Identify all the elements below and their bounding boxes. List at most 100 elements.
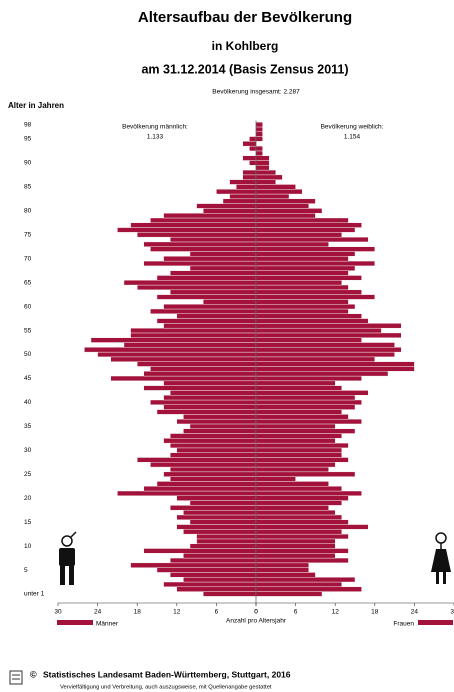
- bar: [255, 232, 343, 238]
- bar: [110, 375, 257, 382]
- y-tick-label: 60: [24, 303, 32, 310]
- x-tick-label: 24: [411, 609, 419, 616]
- bar: [255, 150, 263, 156]
- bar: [183, 553, 257, 559]
- footer-note: Vervielfältigung und Verbreitung, auch a…: [60, 685, 272, 691]
- bar: [202, 208, 257, 214]
- bar: [156, 294, 257, 300]
- y-tick-label: 90: [24, 160, 32, 167]
- bar: [255, 299, 349, 305]
- bar: [189, 423, 257, 429]
- bar: [242, 174, 257, 180]
- bar: [255, 562, 309, 568]
- bar: [136, 284, 257, 291]
- bar: [90, 337, 257, 343]
- bar: [255, 337, 362, 343]
- footer-logo: [9, 670, 23, 685]
- y-axis-label: Alter in Jahren: [8, 101, 64, 110]
- bar: [183, 509, 257, 516]
- legend-swatch: [418, 620, 453, 625]
- legend-label: Frauen: [393, 621, 414, 628]
- bar: [163, 471, 257, 477]
- bar: [255, 155, 270, 161]
- legend-swatch: [57, 620, 93, 625]
- bar: [255, 586, 362, 592]
- bar: [255, 495, 349, 501]
- x-tick-label: 18: [134, 609, 142, 616]
- y-tick-label: 45: [24, 375, 32, 382]
- bar: [255, 270, 349, 276]
- bar: [255, 342, 395, 348]
- bar: [255, 509, 336, 516]
- bar: [169, 452, 257, 458]
- y-tick-label: 50: [24, 351, 32, 358]
- bar: [163, 256, 257, 262]
- bar: [163, 380, 257, 386]
- bar: [84, 347, 257, 353]
- bar: [169, 572, 257, 578]
- bar: [163, 323, 257, 329]
- bar: [255, 294, 376, 300]
- bar: [143, 241, 257, 247]
- bar: [189, 500, 257, 506]
- bar: [169, 466, 257, 473]
- bar: [143, 486, 257, 492]
- y-tick-label: 20: [24, 495, 32, 502]
- male-icon: [59, 531, 77, 585]
- x-tick-label: 12: [173, 609, 181, 616]
- y-tick-label: 98: [24, 121, 32, 128]
- bar: [255, 533, 349, 540]
- bar: [255, 577, 356, 583]
- bar: [255, 313, 362, 319]
- y-tick-label: 70: [24, 255, 32, 262]
- bar: [130, 562, 257, 568]
- bar: [189, 543, 257, 549]
- bar: [110, 356, 257, 362]
- y-tick-label: 30: [24, 447, 32, 454]
- bar: [249, 136, 257, 142]
- bar: [117, 490, 257, 497]
- bar: [163, 395, 257, 401]
- bar: [255, 131, 263, 137]
- bar: [255, 414, 349, 420]
- bar: [255, 471, 356, 477]
- bar: [255, 505, 329, 511]
- bar: [255, 524, 369, 530]
- bar: [169, 557, 257, 564]
- bar: [255, 246, 376, 252]
- bar: [255, 203, 309, 209]
- bar: [255, 462, 336, 468]
- bar: [255, 284, 349, 291]
- x-axis-label: Anzahl pro Altersjahr: [226, 618, 287, 625]
- x-tick-label: 12: [332, 609, 340, 616]
- bar: [136, 457, 257, 463]
- bar: [255, 572, 316, 578]
- bar: [176, 495, 257, 501]
- bar: [255, 169, 276, 176]
- bar: [255, 308, 349, 314]
- bar: [255, 390, 369, 396]
- legend-label: Männer: [96, 621, 119, 628]
- y-tick-label: 95: [24, 136, 32, 143]
- bar: [183, 529, 257, 535]
- bar: [163, 581, 257, 588]
- bar: [189, 251, 257, 257]
- bar: [163, 304, 257, 310]
- y-tick-label: 85: [24, 184, 32, 191]
- bar: [176, 313, 257, 319]
- bar: [117, 227, 257, 233]
- chart-subtitle: am 31.12.2014 (Basis Zensus 2011): [141, 62, 348, 76]
- bar: [255, 567, 309, 573]
- bar: [255, 380, 336, 386]
- bar: [255, 519, 349, 525]
- bar: [255, 327, 382, 334]
- bar: [255, 404, 356, 410]
- bar: [255, 548, 349, 554]
- bar: [255, 543, 336, 549]
- bar: [255, 136, 263, 142]
- bar: [130, 222, 257, 228]
- bar: [235, 184, 257, 190]
- y-tick-label: 65: [24, 279, 32, 286]
- bar: [196, 533, 257, 540]
- bar: [255, 356, 376, 362]
